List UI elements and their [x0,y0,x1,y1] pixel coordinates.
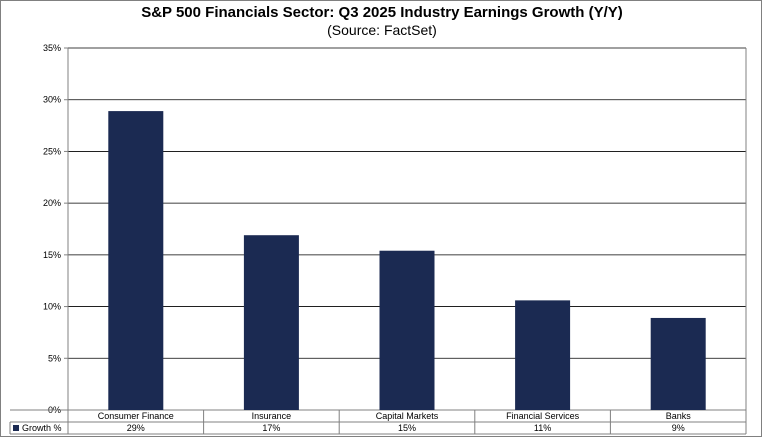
x-category-label: Consumer Finance [98,411,174,421]
legend-label: Growth % [22,423,62,433]
chart-subtitle: (Source: FactSet) [327,22,437,38]
data-table-value: 15% [398,423,416,433]
x-category-label: Capital Markets [376,411,439,421]
data-table-value: 9% [672,423,685,433]
data-table-value: 11% [534,423,551,433]
y-tick-label: 5% [48,353,61,363]
x-category-label: Banks [666,411,692,421]
y-tick-label: 10% [43,302,61,312]
bar [650,317,706,410]
bar [379,250,435,410]
bar [515,300,571,410]
data-table-value: 17% [262,423,280,433]
y-tick-label: 35% [43,43,61,53]
data-table-value: 29% [127,423,145,433]
y-tick-label: 25% [43,146,61,156]
y-tick-label: 20% [43,198,61,208]
x-category-label: Insurance [252,411,292,421]
y-tick-label: 30% [43,95,61,105]
legend-swatch [13,425,19,431]
chart-title: S&P 500 Financials Sector: Q3 2025 Indus… [141,4,623,21]
bar [243,235,299,410]
x-category-label: Financial Services [506,411,580,421]
bar [108,111,164,410]
y-tick-label: 15% [43,250,61,260]
